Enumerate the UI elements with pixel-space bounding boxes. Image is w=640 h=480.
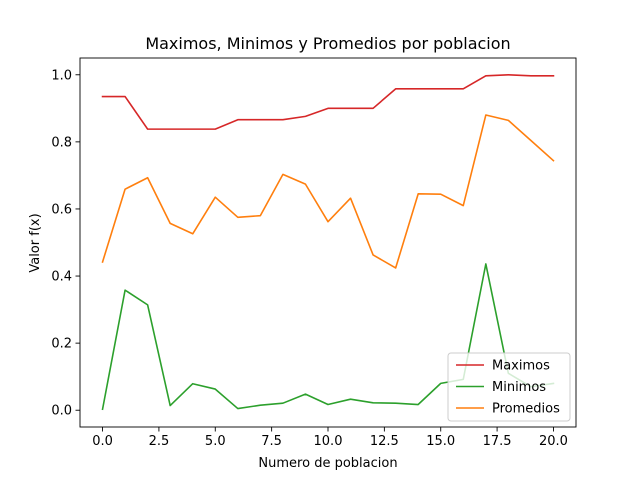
y-tick-label: 0.8 — [51, 135, 72, 150]
y-tick-label: 0.2 — [51, 337, 72, 352]
x-tick-label: 15.0 — [426, 434, 455, 449]
series-line-maximos — [101, 73, 555, 130]
x-tick-label: 7.5 — [261, 434, 282, 449]
x-tick-label: 10.0 — [314, 434, 343, 449]
x-tick-label: 12.5 — [370, 434, 399, 449]
x-tick-label: 17.5 — [483, 434, 512, 449]
plot-area — [101, 73, 555, 411]
series-line-minimos — [101, 263, 555, 411]
y-tick-label: 1.0 — [51, 68, 72, 83]
legend: Maximos Minimos Promedios — [447, 352, 571, 422]
legend-box — [447, 352, 571, 422]
legend-label-minimos: Minimos — [492, 380, 546, 395]
y-tick-label: 0.6 — [51, 202, 72, 217]
x-tick-label: 20.0 — [539, 434, 568, 449]
y-tick-label: 0.0 — [51, 404, 72, 419]
x-tick-label: 2.5 — [149, 434, 170, 449]
legend-label-maximos: Maximos — [492, 359, 550, 374]
x-axis-label: Numero de poblacion — [258, 456, 397, 471]
legend-label-promedios: Promedios — [492, 402, 560, 417]
y-tick-label: 0.4 — [51, 270, 72, 285]
axes: 0.0 2.5 5.0 7.5 10.0 12.5 15.0 17.5 20.0 0.0 0.2 0.… — [51, 57, 577, 449]
series-line-promedios — [101, 114, 555, 269]
x-tick-label: 0.0 — [92, 434, 113, 449]
x-tick-label: 5.0 — [205, 434, 226, 449]
y-axis-label: Valor f(x) — [28, 213, 43, 272]
chart-title: Maximos, Minimos y Promedios por poblaci… — [145, 34, 510, 53]
